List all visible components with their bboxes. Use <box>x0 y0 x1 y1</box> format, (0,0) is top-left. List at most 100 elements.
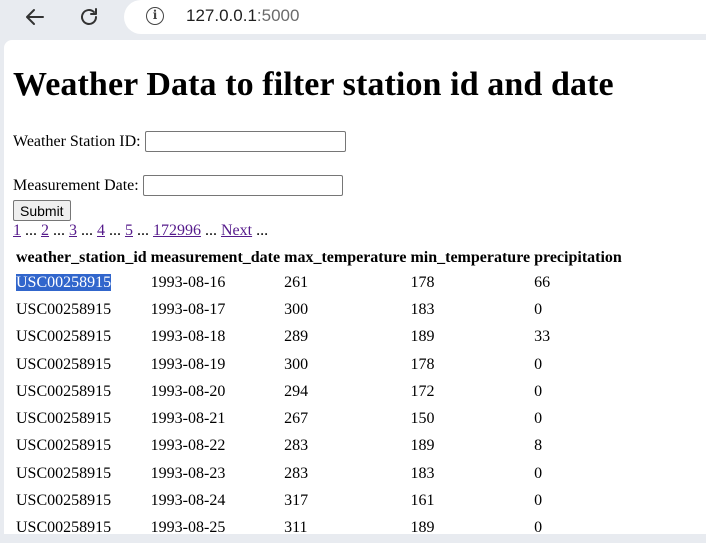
date-cell: 1993-08-18 <box>150 328 226 346</box>
url-host: 127.0.0.1 <box>186 6 257 25</box>
max-temp-cell: 267 <box>284 410 309 428</box>
pagination-separator: ... <box>77 222 97 239</box>
page-link-4[interactable]: 4 <box>97 222 105 239</box>
table-row: USC00258915 1993-08-20 294 172 0 <box>15 379 623 404</box>
station-id-cell: USC00258915 <box>16 519 112 537</box>
precipitation-cell: 66 <box>534 273 551 291</box>
url-port: :5000 <box>256 6 300 25</box>
table-row: USC00258915 1993-08-23 283 183 0 <box>15 461 623 486</box>
max-temp-cell: 289 <box>284 328 309 346</box>
page-link-3[interactable]: 3 <box>69 222 77 239</box>
page-title: Weather Data to filter station id and da… <box>13 66 614 103</box>
max-temp-cell: 283 <box>284 437 309 455</box>
min-temp-cell: 183 <box>410 464 435 482</box>
header-max-temperature: max_temperature <box>284 248 407 266</box>
pagination-trailing: ... <box>252 222 269 239</box>
max-temp-cell: 283 <box>284 464 309 482</box>
min-temp-cell: 172 <box>410 382 435 400</box>
measurement-date-label: Measurement Date: <box>13 176 139 194</box>
pagination-separator: ... <box>21 222 41 239</box>
precipitation-cell: 0 <box>534 355 543 373</box>
min-temp-cell: 150 <box>410 410 435 428</box>
date-cell: 1993-08-23 <box>150 464 226 482</box>
info-icon[interactable]: i <box>146 7 164 25</box>
header-min-temperature: min_temperature <box>410 248 531 266</box>
measurement-date-input[interactable] <box>142 175 343 196</box>
address-bar[interactable]: i 127.0.0.1:5000 <box>124 0 706 34</box>
precipitation-cell: 0 <box>534 300 543 318</box>
precipitation-cell: 33 <box>534 328 551 346</box>
station-id-input[interactable] <box>144 131 346 152</box>
table-row: USC00258915 1993-08-17 300 183 0 <box>15 297 623 322</box>
table-row: USC00258915 1993-08-19 300 178 0 <box>15 352 623 377</box>
page-link-5[interactable]: 5 <box>125 222 133 239</box>
max-temp-cell: 317 <box>284 492 309 510</box>
date-cell: 1993-08-17 <box>150 300 226 318</box>
table-row: USC00258915 1993-08-21 267 150 0 <box>15 406 623 431</box>
station-id-cell: USC00258915 <box>16 382 112 400</box>
date-cell: 1993-08-21 <box>150 410 226 428</box>
next-page-link[interactable]: Next <box>221 222 253 239</box>
browser-toolbar: i 127.0.0.1:5000 <box>0 0 706 40</box>
pagination-separator: ... <box>133 222 153 239</box>
table-row: USC00258915 1993-08-24 317 161 0 <box>15 488 623 513</box>
min-temp-cell: 189 <box>410 437 435 455</box>
table-row: USC00258915 1993-08-22 283 189 8 <box>15 434 623 459</box>
min-temp-cell: 183 <box>410 300 435 318</box>
header-precipitation: precipitation <box>534 248 622 266</box>
date-cell: 1993-08-25 <box>150 519 226 537</box>
selected-text: USC00258915 <box>16 273 112 291</box>
date-cell: 1993-08-20 <box>150 382 226 400</box>
back-button[interactable] <box>20 2 50 32</box>
max-temp-cell: 311 <box>284 519 308 537</box>
page-link-2[interactable]: 2 <box>41 222 49 239</box>
header-measurement-date: measurement_date <box>150 248 281 266</box>
pagination: 1 ... 2 ... 3 ... 4 ... 5 ... 172996 ...… <box>13 222 268 240</box>
max-temp-cell: 294 <box>284 382 309 400</box>
date-cell: 1993-08-22 <box>150 437 226 455</box>
precipitation-cell: 8 <box>534 437 543 455</box>
table-row: USC00258915 1993-08-25 311 189 0 <box>15 516 623 541</box>
station-id-cell: USC00258915 <box>15 270 148 295</box>
station-id-label: Weather Station ID: <box>13 132 141 150</box>
url-text: 127.0.0.1:5000 <box>186 6 299 26</box>
pagination-separator: ... <box>49 222 69 239</box>
precipitation-cell: 0 <box>534 464 543 482</box>
page-link-last[interactable]: 172996 <box>153 222 201 239</box>
date-cell: 1993-08-24 <box>150 492 226 510</box>
station-id-cell: USC00258915 <box>16 300 112 318</box>
min-temp-cell: 178 <box>410 273 435 291</box>
table-header-row: weather_station_id measurement_date max_… <box>15 247 623 268</box>
arrow-left-icon <box>26 9 44 25</box>
precipitation-cell: 0 <box>534 519 543 537</box>
precipitation-cell: 0 <box>534 382 543 400</box>
page-viewport: Weather Data to filter station id and da… <box>4 40 706 536</box>
table-row: USC00258915 1993-08-16 261 178 66 <box>15 270 623 295</box>
submit-button[interactable]: Submit <box>13 200 71 221</box>
measurement-date-row: Measurement Date: <box>13 175 343 196</box>
reload-button[interactable] <box>74 2 104 32</box>
min-temp-cell: 189 <box>410 328 435 346</box>
min-temp-cell: 178 <box>410 355 435 373</box>
date-cell: 1993-08-16 <box>150 273 226 291</box>
station-id-cell: USC00258915 <box>16 464 112 482</box>
pagination-separator: ... <box>105 222 125 239</box>
precipitation-cell: 0 <box>534 410 543 428</box>
station-id-cell: USC00258915 <box>16 492 112 510</box>
precipitation-cell: 0 <box>534 492 543 510</box>
max-temp-cell: 261 <box>284 273 309 291</box>
max-temp-cell: 300 <box>284 355 309 373</box>
weather-data-table: weather_station_id measurement_date max_… <box>13 245 625 543</box>
station-id-cell: USC00258915 <box>16 410 112 428</box>
station-id-cell: USC00258915 <box>16 437 112 455</box>
pagination-separator: ... <box>201 222 221 239</box>
max-temp-cell: 300 <box>284 300 309 318</box>
page-link-1[interactable]: 1 <box>13 222 21 239</box>
station-id-cell: USC00258915 <box>16 328 112 346</box>
min-temp-cell: 189 <box>410 519 435 537</box>
date-cell: 1993-08-19 <box>150 355 226 373</box>
table-row: USC00258915 1993-08-18 289 189 33 <box>15 325 623 350</box>
reload-icon <box>81 8 97 25</box>
header-weather-station-id: weather_station_id <box>16 248 147 266</box>
min-temp-cell: 161 <box>410 492 435 510</box>
